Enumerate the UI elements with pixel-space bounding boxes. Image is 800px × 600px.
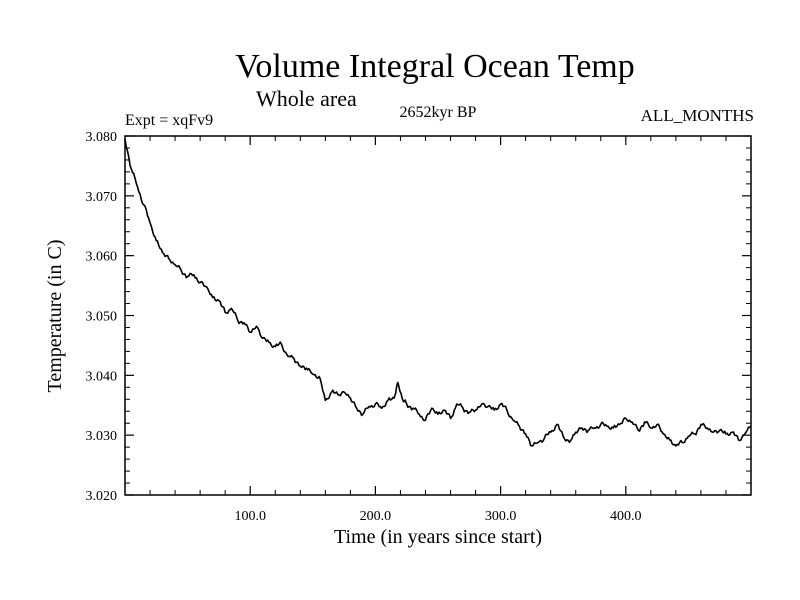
- series-line: [124, 138, 752, 447]
- y-tick-label: 3.040: [86, 369, 118, 384]
- months-label: ALL_MONTHS: [640, 106, 754, 125]
- y-tick-label: 3.060: [86, 250, 118, 265]
- x-axis-label: Time (in years since start): [333, 526, 543, 548]
- y-tick-label: 3.030: [86, 429, 118, 444]
- y-tick-label: 3.050: [86, 310, 118, 325]
- x-tick-label: 400.0: [610, 509, 642, 524]
- experiment-label: Expt = xqFv9: [125, 112, 214, 129]
- y-tick-label: 3.080: [86, 130, 118, 145]
- chart-subtitle: Whole area: [256, 86, 357, 111]
- plot-frame: [124, 135, 752, 496]
- x-tick-label: 200.0: [360, 509, 392, 524]
- chart-title: Volume Integral Ocean Temp: [235, 48, 635, 85]
- x-tick-label: 100.0: [234, 509, 266, 524]
- x-tick-label: 300.0: [485, 509, 517, 524]
- y-tick-label: 3.020: [86, 489, 118, 504]
- period-label: 2652kyr BP: [399, 104, 477, 121]
- y-tick-label: 3.070: [86, 190, 118, 205]
